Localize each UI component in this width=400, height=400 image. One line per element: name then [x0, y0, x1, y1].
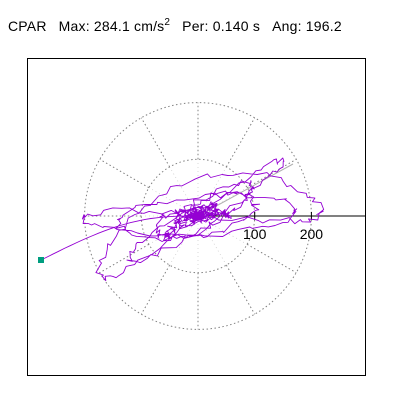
motion-trace [40, 157, 325, 282]
grid-spoke-30 [246, 158, 297, 189]
grid-inner-spoke-300 [197, 215, 227, 266]
period-label: Per: [182, 18, 209, 34]
grid-spoke-150 [99, 158, 150, 189]
grid-spoke-210 [99, 243, 150, 274]
particle-motion-plot: 100 200 [27, 58, 366, 376]
axes: 100 200 [198, 212, 366, 242]
start-marker [38, 257, 44, 263]
max-unit-exponent: 2 [164, 17, 171, 28]
grid-spoke-120 [140, 117, 171, 168]
max-value: 284.1 cm/s [93, 18, 165, 34]
grid-spoke-60 [225, 117, 256, 168]
grid-inner-spoke-330 [197, 215, 248, 245]
grid-spoke-240 [140, 264, 171, 315]
tick-label-200: 200 [300, 226, 324, 242]
tick-label-100: 100 [243, 226, 267, 242]
grid-inner-spoke-30 [197, 187, 248, 217]
station-code: CPAR [8, 18, 47, 34]
max-label: Max: [58, 18, 90, 34]
motion-trace-path [40, 157, 325, 282]
grid-spoke-330 [246, 243, 297, 274]
angle-label: Ang: [272, 18, 302, 34]
grid-inner-spoke-120 [169, 166, 199, 217]
plot-header: CPAR Max: 284.1 cm/s2 Per: 0.140 s Ang: 196… [8, 17, 342, 34]
grid-inner-spoke-240 [169, 215, 199, 266]
grid-inner-spoke-60 [197, 166, 227, 217]
grid-inner-spoke-150 [148, 187, 199, 217]
grid-spoke-300 [225, 264, 256, 315]
markers [38, 257, 44, 263]
period-value: 0.140 s [212, 18, 261, 34]
angle-value: 196.2 [305, 18, 342, 34]
